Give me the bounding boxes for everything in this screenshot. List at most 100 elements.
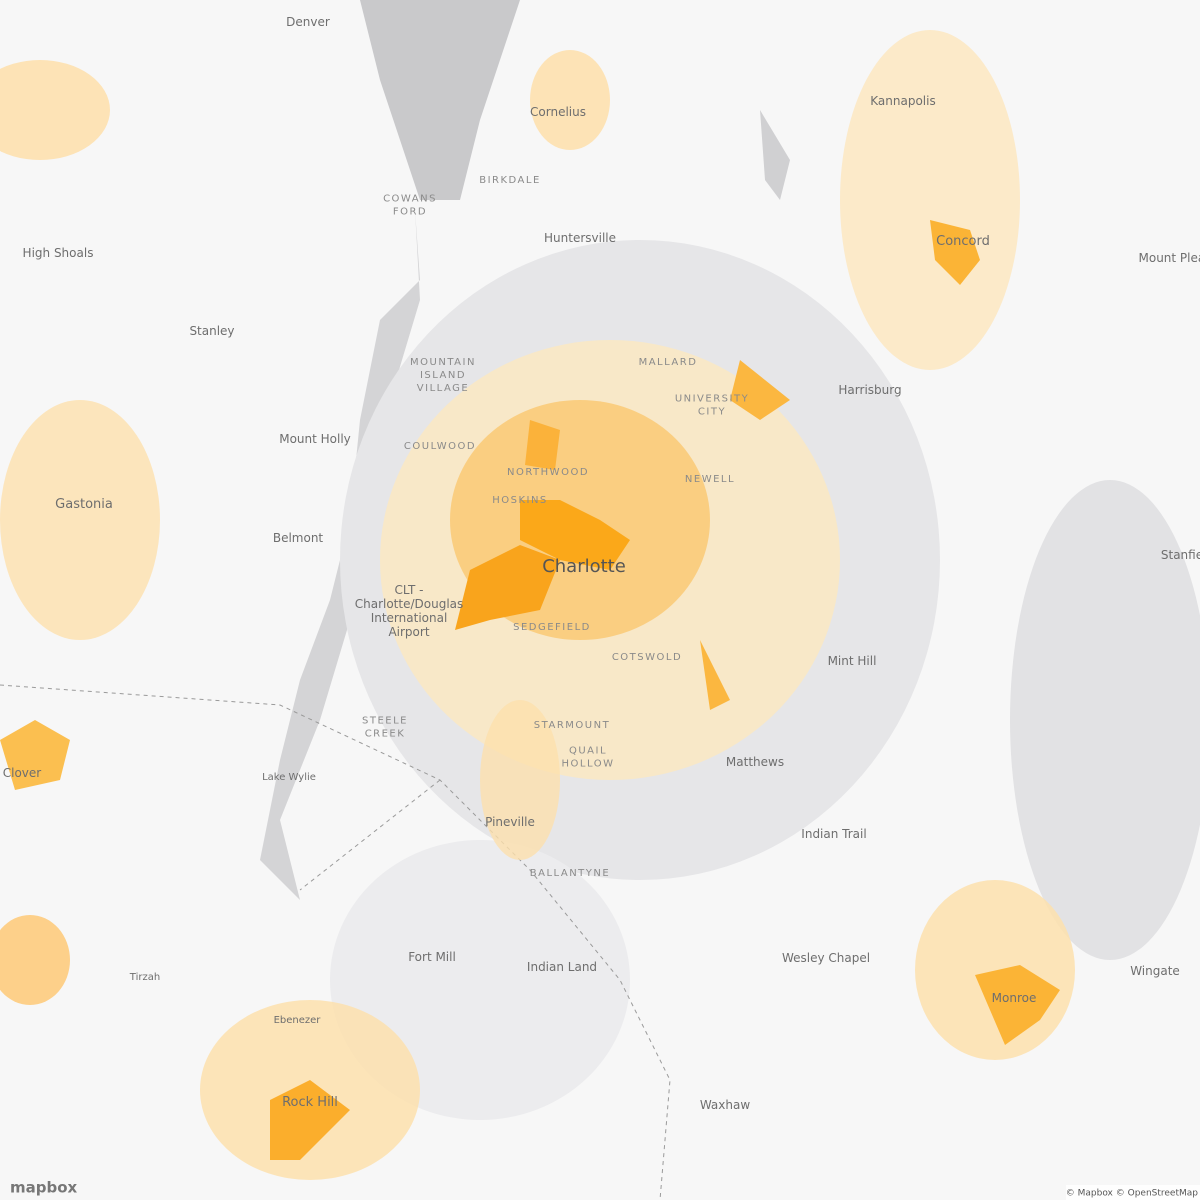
- place-label: Denver: [286, 15, 330, 29]
- place-label-line: FORD: [393, 207, 427, 218]
- place-label-line: Mount Pleas: [1139, 251, 1200, 265]
- place-label: Indian Land: [527, 960, 597, 974]
- place-label-line: NORTHWOOD: [507, 467, 589, 478]
- region: [455, 545, 560, 630]
- place-label: Gastonia: [55, 497, 113, 512]
- place-label-line: ISLAND: [420, 370, 466, 381]
- region: [525, 420, 560, 470]
- place-label-line: Stanfie: [1161, 548, 1200, 562]
- region: [840, 30, 1020, 370]
- place-label-line: SEDGEFIELD: [513, 622, 591, 633]
- place-label: STARMOUNT: [534, 720, 610, 731]
- place-label-line: Tirzah: [129, 972, 160, 983]
- place-label: COTSWOLD: [612, 652, 682, 663]
- place-label: Stanley: [189, 324, 234, 338]
- region: [480, 700, 560, 860]
- choropleth: [0, 30, 1075, 1180]
- place-label: Lake Wylie: [262, 772, 316, 783]
- place-label-line: International: [371, 611, 448, 625]
- place-label: NEWELL: [685, 474, 735, 485]
- place-label: Ebenezer: [274, 1015, 322, 1026]
- place-label: BIRKDALE: [479, 175, 541, 186]
- place-label-line: Kannapolis: [870, 94, 935, 108]
- region: [520, 500, 630, 570]
- place-label-line: Stanley: [189, 324, 234, 338]
- place-label-line: Clover: [3, 766, 42, 780]
- place-labels: Denver Cornelius BIRKDALE COWANS FORD Hunters…: [3, 15, 1200, 1112]
- place-label: HOSKINS: [492, 495, 548, 506]
- place-label-line: Belmont: [273, 531, 324, 545]
- lake: [760, 110, 790, 200]
- place-label-line: Airport: [388, 625, 429, 639]
- place-label: UNIVERSITY CITY: [675, 394, 749, 418]
- place-label: Cornelius: [530, 105, 586, 119]
- place-label: MALLARD: [639, 357, 698, 368]
- attribution-bg: [1066, 1185, 1200, 1200]
- place-label-line: Monroe: [992, 991, 1037, 1005]
- place-label: Monroe: [992, 991, 1037, 1005]
- attribution[interactable]: © Mapbox © OpenStreetMap: [1066, 1189, 1199, 1199]
- place-label-line: Charlotte/Douglas: [355, 597, 464, 611]
- place-label-line: Concord: [936, 234, 990, 249]
- region: [0, 720, 70, 790]
- place-label: Clover: [3, 766, 42, 780]
- place-label-line: MOUNTAIN: [410, 357, 476, 368]
- place-label-line: High Shoals: [23, 246, 94, 260]
- place-label-line: CLT -: [395, 583, 424, 597]
- place-label-line: Indian Land: [527, 960, 597, 974]
- place-label: MOUNTAIN ISLAND VILLAGE: [410, 357, 476, 394]
- place-label: Charlotte: [542, 556, 626, 577]
- place-label-line: MALLARD: [639, 357, 698, 368]
- state-border: [0, 684, 671, 1200]
- place-label: Fort Mill: [408, 950, 456, 964]
- place-label: COWANS FORD: [383, 194, 437, 218]
- place-label-line: COWANS: [383, 194, 437, 205]
- place-label-line: Charlotte: [542, 556, 626, 577]
- place-label: Wesley Chapel: [782, 951, 870, 965]
- catawba-river: [260, 210, 420, 900]
- place-label: Huntersville: [544, 231, 616, 245]
- place-label-line: VILLAGE: [417, 383, 469, 394]
- place-label-line: Indian Trail: [801, 827, 866, 841]
- place-label: Belmont: [273, 531, 324, 545]
- place-label-line: STARMOUNT: [534, 720, 610, 731]
- place-label-line: Pineville: [485, 815, 535, 829]
- place-label: Pineville: [485, 815, 535, 829]
- place-label: CLT -Charlotte/Douglas International Airpo…: [355, 583, 464, 639]
- place-label-line: Fort Mill: [408, 950, 456, 964]
- region: [530, 50, 610, 150]
- place-label: Indian Trail: [801, 827, 866, 841]
- place-label-line: Gastonia: [55, 497, 113, 512]
- place-label-line: CREEK: [365, 729, 406, 740]
- mapbox-logo[interactable]: mapbox: [10, 1179, 78, 1197]
- place-label-line: Lake Wylie: [262, 772, 316, 783]
- place-label-line: Waxhaw: [700, 1098, 751, 1112]
- place-label: Matthews: [726, 755, 784, 769]
- place-label-line: BALLANTYNE: [530, 868, 610, 879]
- place-label-line: Mint Hill: [828, 654, 877, 668]
- region: [0, 915, 70, 1005]
- place-label: STEELE CREEK: [362, 716, 408, 740]
- region: [0, 60, 110, 160]
- place-label-line: Cornelius: [530, 105, 586, 119]
- county-border: [299, 779, 441, 891]
- place-label-line: BIRKDALE: [479, 175, 541, 186]
- place-label: Mount Pleas: [1139, 251, 1200, 265]
- region: [0, 400, 160, 640]
- place-label: Kannapolis: [870, 94, 935, 108]
- place-label: Waxhaw: [700, 1098, 751, 1112]
- place-label-line: Matthews: [726, 755, 784, 769]
- place-label-line: UNIVERSITY: [675, 394, 749, 405]
- region: [700, 640, 730, 710]
- place-label: Stanfie: [1161, 548, 1200, 562]
- place-label: Mount Holly: [279, 432, 351, 446]
- place-label: Harrisburg: [838, 383, 901, 397]
- place-label-line: Denver: [286, 15, 330, 29]
- place-label: QUAIL HOLLOW: [562, 746, 615, 770]
- region: [915, 880, 1075, 1060]
- region: [975, 965, 1060, 1045]
- region: [270, 1080, 350, 1160]
- place-label: Concord: [936, 234, 990, 249]
- place-label-line: QUAIL: [569, 746, 607, 757]
- place-label-line: HOSKINS: [492, 495, 548, 506]
